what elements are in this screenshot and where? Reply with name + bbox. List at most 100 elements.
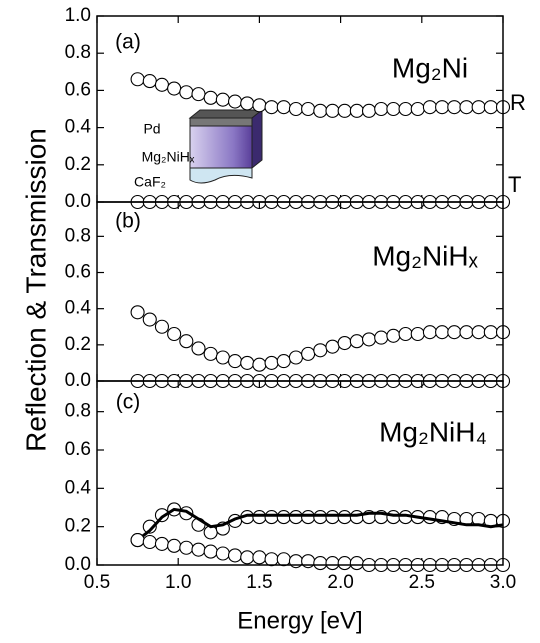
data-point	[203, 90, 218, 105]
plot-frame	[96, 380, 504, 566]
y-tick-label: 0.8	[65, 42, 91, 63]
annotation: Mg₂NiHₓ	[372, 240, 478, 271]
data-point	[240, 355, 255, 370]
data-point	[349, 103, 364, 118]
y-tick-label: 0.2	[65, 334, 91, 355]
data-point	[264, 355, 279, 370]
data-point	[215, 350, 230, 365]
data-point	[459, 325, 474, 340]
data-point	[179, 540, 194, 555]
data-point	[313, 103, 328, 118]
y-axis-label: Reflection & Transmission	[20, 128, 51, 452]
data-point	[215, 546, 230, 561]
data-point	[142, 534, 157, 550]
annotation: Mg₂Ni	[392, 52, 468, 83]
data-point	[288, 510, 303, 525]
inset-film	[189, 125, 253, 169]
data-point	[240, 96, 255, 111]
y-tick-label: 0.0	[65, 191, 91, 212]
data-point	[301, 346, 316, 361]
annotation: Mg₂NiH₄	[379, 416, 487, 447]
y-tick-label: 0.8	[65, 401, 91, 422]
data-point	[276, 100, 291, 115]
data-point	[252, 510, 267, 525]
panel-label: (a)	[115, 31, 141, 54]
data-point	[398, 101, 413, 117]
panel-label: (b)	[115, 210, 141, 233]
data-point	[374, 101, 389, 117]
x-axis-label: Energy [eV]	[237, 607, 362, 634]
data-point	[154, 536, 170, 551]
y-tick-label: 0.8	[65, 225, 91, 246]
data-point	[483, 100, 498, 115]
data-point	[215, 92, 230, 107]
data-point	[435, 100, 450, 115]
fit-line	[136, 507, 504, 542]
data-point	[349, 334, 364, 349]
inset-pd-layer	[189, 117, 253, 127]
data-point	[154, 508, 170, 523]
data-point	[167, 81, 182, 96]
data-point	[459, 100, 474, 115]
data-point	[325, 103, 340, 118]
x-tick-label: 3.0	[490, 572, 516, 593]
data-point	[167, 538, 182, 553]
data-point	[227, 354, 243, 369]
data-point	[240, 550, 255, 565]
data-point	[386, 510, 401, 525]
data-point	[422, 100, 437, 115]
data-point	[471, 325, 486, 340]
data-point	[154, 77, 170, 92]
x-tick-label: 1.5	[246, 572, 272, 593]
data-point	[276, 354, 291, 369]
data-point	[325, 339, 340, 354]
data-point	[337, 103, 352, 118]
data-point	[447, 100, 462, 115]
data-point	[191, 542, 206, 557]
data-point	[130, 305, 145, 320]
data-point	[313, 510, 328, 525]
data-point	[154, 319, 170, 334]
data-point	[313, 556, 328, 571]
data-point	[130, 72, 145, 87]
y-tick-label: 0.2	[65, 154, 91, 175]
y-tick-label: 0.0	[65, 554, 91, 575]
inset-side	[251, 108, 263, 170]
data-point	[288, 101, 303, 117]
data-point	[179, 85, 194, 100]
data-point	[227, 548, 243, 563]
data-point	[203, 346, 218, 361]
data-point	[191, 341, 206, 356]
annotation: R	[510, 90, 526, 115]
data-point	[337, 510, 352, 525]
data-point	[252, 357, 267, 372]
data-point	[203, 544, 218, 559]
y-tick-label: 0.4	[65, 117, 92, 138]
y-tick-label: 0.6	[65, 79, 91, 100]
data-point	[288, 350, 303, 365]
data-point	[264, 100, 279, 115]
data-point	[264, 552, 279, 567]
data-point	[179, 334, 194, 349]
data-point	[410, 326, 425, 342]
x-tick-label: 0.5	[84, 572, 110, 593]
data-point	[471, 100, 486, 115]
x-tick-label: 2.5	[409, 572, 435, 593]
data-point	[349, 510, 364, 525]
data-point	[337, 335, 352, 351]
data-point	[142, 312, 157, 327]
inset-label: Mg₂NiHₓ	[142, 149, 195, 165]
data-point	[483, 325, 498, 340]
inset-substrate	[189, 167, 253, 184]
data-point	[337, 556, 352, 571]
data-point	[325, 510, 340, 525]
data-point	[435, 325, 450, 340]
data-point	[142, 74, 157, 89]
data-point	[167, 326, 182, 342]
data-point	[264, 510, 279, 525]
annotation: T	[508, 172, 521, 197]
y-tick-label: 0.4	[65, 298, 92, 319]
data-point	[130, 533, 145, 548]
y-tick-label: 0.2	[65, 516, 91, 537]
data-point	[386, 101, 401, 117]
